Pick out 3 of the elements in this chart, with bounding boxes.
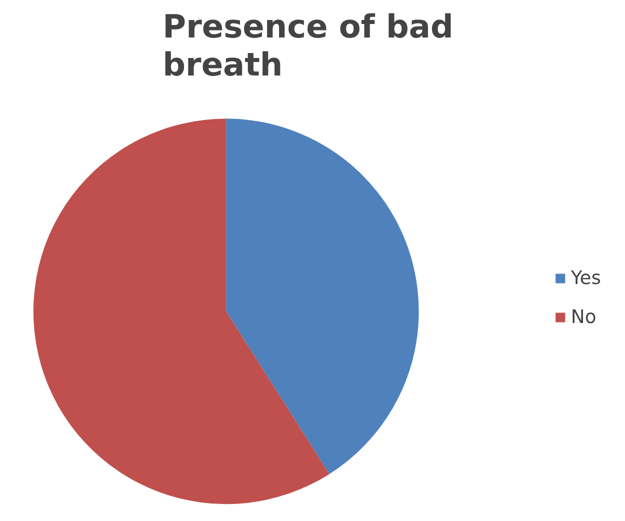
chart-title: Presence of bad breath [162,8,454,84]
legend-label: Yes [570,268,601,288]
legend-label: No [570,306,596,328]
